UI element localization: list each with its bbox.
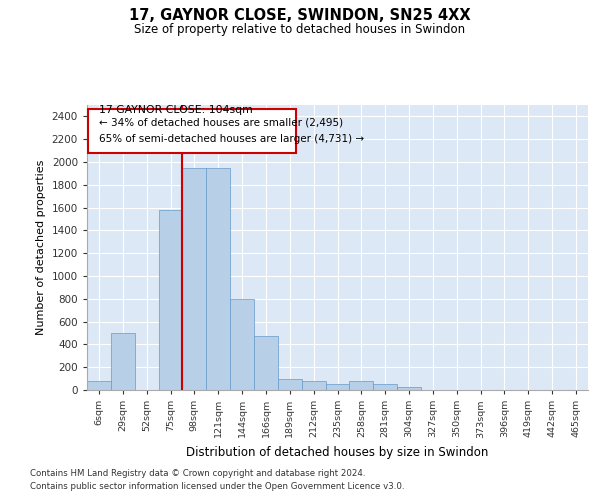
Text: Size of property relative to detached houses in Swindon: Size of property relative to detached ho… [134, 22, 466, 36]
Bar [88, 109, 296, 154]
Text: 17, GAYNOR CLOSE, SWINDON, SN25 4XX: 17, GAYNOR CLOSE, SWINDON, SN25 4XX [129, 8, 471, 22]
Bar [278, 378, 302, 390]
Bar [182, 168, 206, 390]
Text: ← 34% of detached houses are smaller (2,495): ← 34% of detached houses are smaller (2,… [99, 118, 343, 128]
Text: 65% of semi-detached houses are larger (4,731) →: 65% of semi-detached houses are larger (… [99, 134, 364, 144]
X-axis label: Distribution of detached houses by size in Swindon: Distribution of detached houses by size … [187, 446, 488, 459]
Text: 17 GAYNOR CLOSE: 104sqm: 17 GAYNOR CLOSE: 104sqm [99, 105, 253, 115]
Bar [302, 382, 326, 390]
Bar [206, 168, 230, 390]
Text: Contains public sector information licensed under the Open Government Licence v3: Contains public sector information licen… [30, 482, 404, 491]
Y-axis label: Number of detached properties: Number of detached properties [36, 160, 46, 335]
Text: Contains HM Land Registry data © Crown copyright and database right 2024.: Contains HM Land Registry data © Crown c… [30, 469, 365, 478]
Bar [158, 210, 182, 390]
Bar [254, 336, 278, 390]
Bar [111, 333, 135, 390]
Bar [230, 299, 254, 390]
Bar [397, 387, 421, 390]
Bar [326, 384, 349, 390]
Bar [373, 384, 397, 390]
Bar [87, 382, 111, 390]
Bar [349, 382, 373, 390]
